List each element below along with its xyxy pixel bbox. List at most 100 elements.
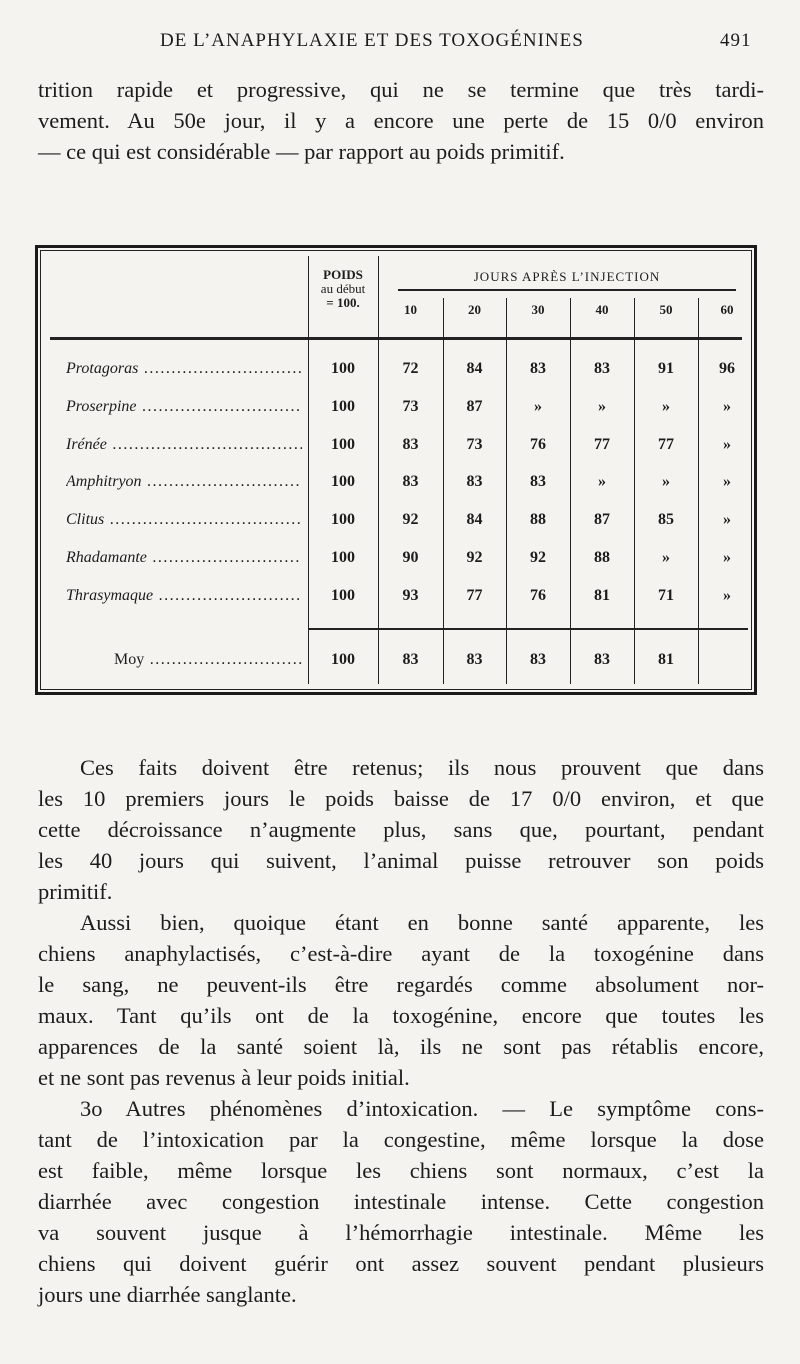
value-cell: 77 [594,435,610,453]
value-cell: 92 [530,549,546,566]
row-label: Proserpine [66,398,302,416]
weight-table: POIDS au début = 100. JOURS APRÈS L’INJECTI… [35,245,757,695]
value-cell: 83 [402,651,419,668]
text-line: primitif. [38,879,113,904]
value-cell: 84 [466,360,483,377]
value-cell: 83 [530,651,546,668]
value-cell: 73 [402,397,419,415]
group-header: JOURS APRÈS L’INJECTION [473,269,661,284]
column-divider [506,298,507,684]
total-rule [308,628,748,630]
value-cell: » [598,397,606,415]
running-head: DE L’ANAPHYLAXIE ET DES TOXOGÉNINES 491 [0,30,800,60]
value-cell: 72 [402,360,419,377]
row-label: Moy [66,651,302,669]
day-header: 40 [595,302,609,317]
text-line: 3o Autres phénomènes d’intoxication. — L… [80,1096,764,1121]
day-header: 30 [531,302,545,317]
value-cell: 76 [530,435,546,453]
value-cell: 96 [719,360,735,377]
value-cell: 92 [402,511,419,529]
poids-header: POIDS [323,267,363,282]
text-line: les 40 jours qui suivent, l’animal puiss… [38,848,764,873]
text-line: jours une diarrhée sanglante. [38,1282,297,1307]
poids-cell: 100 [331,586,355,604]
value-cell: 77 [466,586,483,604]
poids-cell: 100 [331,435,355,453]
day-header: 10 [404,302,417,317]
poids-header: au début [320,281,366,296]
value-cell: 83 [466,651,483,668]
value-cell: 88 [594,549,610,566]
value-cell: 83 [402,435,419,453]
page-number: 491 [720,30,752,51]
value-cell: » [598,473,606,491]
value-cell: » [723,511,731,529]
text-line: — ce qui est considérable — par rapport … [38,139,565,164]
text-line: maux. Tant qu’ils ont de la toxogénine, … [38,1003,764,1028]
text-line: Ces faits doivent être retenus; ils nous… [80,755,764,780]
day-header: 50 [659,302,673,317]
poids-cell: 100 [331,397,355,415]
column-divider [698,298,699,684]
value-cell: 90 [402,549,419,566]
poids-cell: 100 [331,511,355,529]
value-cell: » [723,586,731,604]
poids-cell: 100 [331,360,355,377]
text-line: est faible, même lorsque les chiens sont… [38,1158,764,1183]
poids-header: = 100. [326,295,360,310]
text-line: tant de l’intoxication par la congestine… [38,1127,764,1152]
value-cell: » [662,473,670,491]
value-cell: » [662,397,670,415]
value-cell: 83 [466,473,483,491]
value-cell: » [723,549,731,566]
running-head-title: DE L’ANAPHYLAXIE ET DES TOXOGÉNINES [160,30,584,51]
intro-paragraph: trition rapide et progressive, qui ne se… [38,74,764,167]
row-label: Protagoras [66,360,302,378]
text-line: diarrhée avec congestion intestinale int… [38,1189,764,1214]
value-cell: 76 [530,586,546,604]
value-cell: 85 [658,511,674,529]
value-cell: 83 [402,473,419,491]
text-line: le sang, ne peuvent-ils être regardés co… [38,972,764,997]
text-line: les 10 premiers jours le poids baisse de… [38,786,764,811]
value-cell: 83 [530,473,546,491]
poids-cell: 100 [331,549,355,566]
column-divider [308,256,309,684]
poids-cell: 100 [331,473,355,491]
value-cell: 83 [594,360,610,377]
row-label: Amphitryon [66,473,302,491]
row-label: Clitus [66,511,302,529]
value-cell: 88 [530,511,546,529]
column-divider [634,298,635,684]
row-label: Irénée [66,436,302,454]
text-line: cette décroissance n’augmente plus, sans… [38,817,764,842]
value-cell: 77 [658,435,674,453]
value-cell: 81 [594,586,610,604]
value-cell: » [723,397,731,415]
value-cell: 84 [466,511,483,529]
text-line: chiens qui doivent guérir ont assez souv… [38,1251,764,1276]
text-line: Aussi bien, quoique étant en bonne santé… [80,910,764,935]
value-cell: 81 [658,651,674,668]
value-cell: 83 [594,651,610,668]
value-cell: » [723,435,731,453]
text-line: chiens anaphylactisés, c’est-à-dire ayan… [38,941,764,966]
row-label: Thrasymaque [66,587,302,605]
column-divider [378,256,379,684]
value-cell: 73 [466,435,483,453]
column-divider [570,298,571,684]
value-cell: » [662,549,670,566]
value-cell: 87 [466,397,483,415]
day-header: 60 [720,302,734,317]
text-line: trition rapide et progressive, qui ne se… [38,77,764,102]
value-cell: 93 [402,586,419,604]
text-line: apparences de la santé soient là, ils ne… [38,1034,764,1059]
value-cell: 91 [658,360,674,377]
poids-cell: 100 [331,651,355,668]
value-cell: » [534,397,542,415]
text-line: et ne sont pas revenus à leur poids init… [38,1065,410,1090]
header-rule [50,337,742,340]
value-cell: 71 [658,586,674,604]
body-text: Ces faits doivent être retenus; ils nous… [38,752,764,1310]
